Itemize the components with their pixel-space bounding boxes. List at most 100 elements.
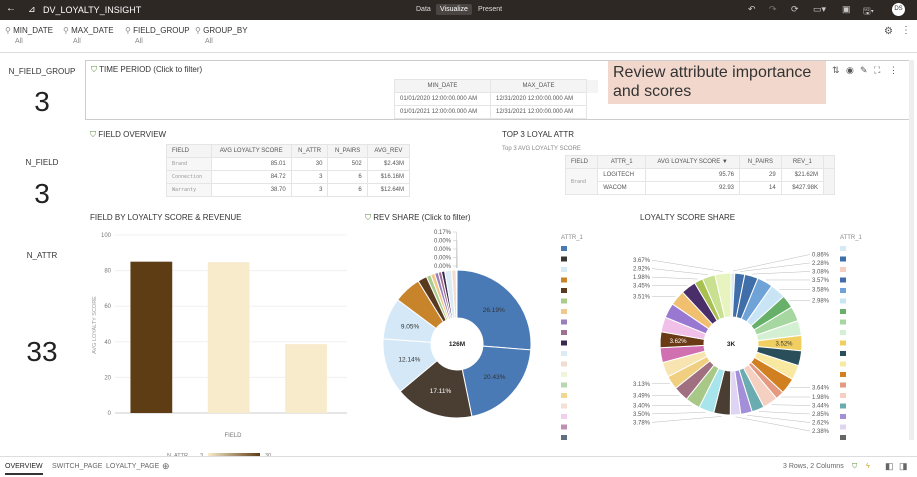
kpi-value: 3 (34, 86, 50, 117)
color-icon[interactable]: ◉ (846, 65, 854, 75)
legend-swatch[interactable] (840, 319, 846, 325)
pie-slice[interactable] (399, 359, 473, 419)
legend-swatch[interactable] (561, 319, 567, 325)
lightning-icon[interactable]: ϟ (866, 463, 870, 470)
filter-field-group[interactable]: ⚲ FIELD_GROUP All (125, 26, 190, 45)
workbook-icon: ⊿ (28, 4, 36, 14)
legend-swatch[interactable] (840, 393, 846, 398)
legend-swatch[interactable] (561, 277, 567, 283)
save-icon[interactable]: 🖫▾ (863, 6, 874, 16)
table-row[interactable]: 01/01/2021 12:00:00.000 AM 12/31/2021 12:… (394, 105, 598, 119)
title-text: TIME PERIOD (Click to filter) (99, 65, 203, 74)
canvas-scrollbar[interactable] (909, 60, 914, 440)
legend-swatch[interactable] (840, 361, 846, 367)
legend-swatch[interactable] (840, 382, 846, 388)
refresh-data-icon[interactable]: ⟳ (791, 4, 799, 14)
legend-swatch[interactable] (561, 267, 567, 272)
more-icon[interactable]: ⋮ (889, 65, 898, 75)
time-period-table: MIN_DATE MAX_DATE 01/01/2020 12:00:00.000… (394, 79, 598, 119)
page-tab-loyalty-page[interactable]: LOYALTY_PAGE (106, 463, 160, 470)
top3-subtitle: Top 3 AVG LOYALTY SCORE (502, 146, 581, 152)
time-period-title[interactable]: ⛉ TIME PERIOD (Click to filter) (91, 65, 202, 75)
data-label: 3.08% (812, 269, 830, 275)
legend-swatch[interactable] (840, 372, 846, 377)
data-label: 3.49% (633, 394, 651, 400)
legend-swatch[interactable] (840, 435, 846, 440)
legend-swatch[interactable] (561, 309, 567, 314)
table-row[interactable]: 01/01/2020 12:00:00.000 AM 12/31/2020 12:… (394, 92, 598, 106)
tab-data[interactable]: Data (416, 6, 431, 13)
present-options-icon[interactable]: ▭▾ (813, 4, 827, 14)
legend-swatch[interactable] (561, 403, 567, 409)
data-label: 3.40% (633, 403, 651, 409)
legend-swatch[interactable] (840, 267, 846, 272)
legend-swatch[interactable] (561, 288, 567, 293)
legend-swatch[interactable] (561, 330, 567, 335)
legend-swatch[interactable] (840, 288, 846, 293)
legend-swatch[interactable] (840, 309, 846, 314)
preview-icon[interactable]: ▣ (842, 4, 851, 14)
legend-swatch[interactable] (561, 361, 567, 367)
legend-swatch[interactable] (840, 330, 846, 335)
redo-icon[interactable]: ↷ (769, 4, 777, 14)
column-header: N_PAIRS (739, 155, 782, 169)
table-row[interactable]: Brand LOGITECH 95.76 29 $21.62M (564, 168, 835, 195)
page-tab-switch-page[interactable]: SWITCH_PAGE (52, 463, 103, 470)
pie-slice[interactable] (456, 269, 532, 351)
panel-right-icon[interactable]: ◨ (899, 461, 908, 471)
add-page-icon[interactable]: ⊕ (162, 461, 170, 471)
legend-swatch[interactable] (561, 382, 567, 388)
filter-max-date[interactable]: ⚲ MAX_DATE All (63, 26, 114, 45)
more-icon[interactable]: ⋮ (901, 25, 911, 36)
table-row[interactable]: Warranty 38.70 3 6 $12.64M (166, 183, 411, 197)
leader-line (740, 262, 811, 272)
filter-min-date[interactable]: ⚲ MIN_DATE All (5, 26, 53, 45)
table-row[interactable]: Connection 84.72 3 6 $16.16M (166, 170, 411, 184)
panel-left-icon[interactable]: ◧ (885, 461, 894, 471)
page-tab-overview[interactable]: OVERVIEW (5, 463, 43, 475)
settings-icon[interactable]: ⚙ (884, 26, 893, 37)
table-row[interactable]: WACOM 92.93 14 $427.98K (566, 181, 835, 195)
avatar[interactable]: DS (892, 3, 905, 16)
maximize-icon[interactable]: ⛶ (874, 65, 881, 75)
data-label: 0.00% (434, 247, 452, 253)
tab-visualize[interactable]: Visualize (436, 4, 472, 15)
kpi-label: N_FIELD (25, 158, 59, 167)
legend-swatch[interactable] (840, 277, 846, 283)
filter-label: FIELD_GROUP (133, 26, 190, 35)
pie-slice[interactable] (461, 345, 532, 418)
legend-swatch[interactable] (840, 340, 846, 346)
legend-swatch[interactable] (840, 246, 846, 251)
legend-swatch[interactable] (561, 372, 567, 377)
legend-swatch[interactable] (561, 256, 567, 262)
data-label: 3.45% (633, 284, 651, 290)
data-label: 20.43% (483, 374, 505, 381)
legend-swatch[interactable] (561, 340, 567, 346)
table-row[interactable]: Brand 85.01 30 502 $2.43M (166, 157, 411, 171)
legend-swatch[interactable] (561, 414, 567, 419)
legend-swatch[interactable] (840, 351, 846, 356)
legend-swatch[interactable] (561, 424, 567, 430)
filter-toggle-icon[interactable]: ⛉ (852, 463, 858, 470)
legend-swatch[interactable] (561, 246, 567, 251)
sort-icon[interactable]: ⇅ (832, 65, 840, 75)
legend-swatch[interactable] (840, 414, 846, 419)
filter-group-by[interactable]: ⚲ GROUP_BY All (195, 26, 248, 45)
pen-icon[interactable]: ✎ (860, 65, 868, 75)
column-header[interactable]: AVG LOYALTY SCORE ▼ (645, 155, 741, 169)
legend-swatch[interactable] (561, 393, 567, 398)
legend-swatch[interactable] (840, 403, 846, 409)
pie-slice[interactable] (714, 272, 732, 319)
back-icon[interactable]: ← (6, 3, 16, 14)
undo-icon[interactable]: ↶ (748, 4, 756, 14)
legend-swatch[interactable] (840, 256, 846, 262)
legend-swatch[interactable] (561, 435, 567, 440)
legend-swatch[interactable] (561, 351, 567, 356)
scrollbar[interactable] (823, 155, 835, 169)
legend-swatch[interactable] (561, 298, 567, 304)
legend-swatch[interactable] (840, 424, 846, 430)
legend-swatch[interactable] (840, 298, 846, 304)
rev-share-title[interactable]: ⛉ REV SHARE (Click to filter) (365, 213, 471, 223)
tab-present[interactable]: Present (478, 6, 503, 13)
scrollbar[interactable] (586, 79, 598, 93)
